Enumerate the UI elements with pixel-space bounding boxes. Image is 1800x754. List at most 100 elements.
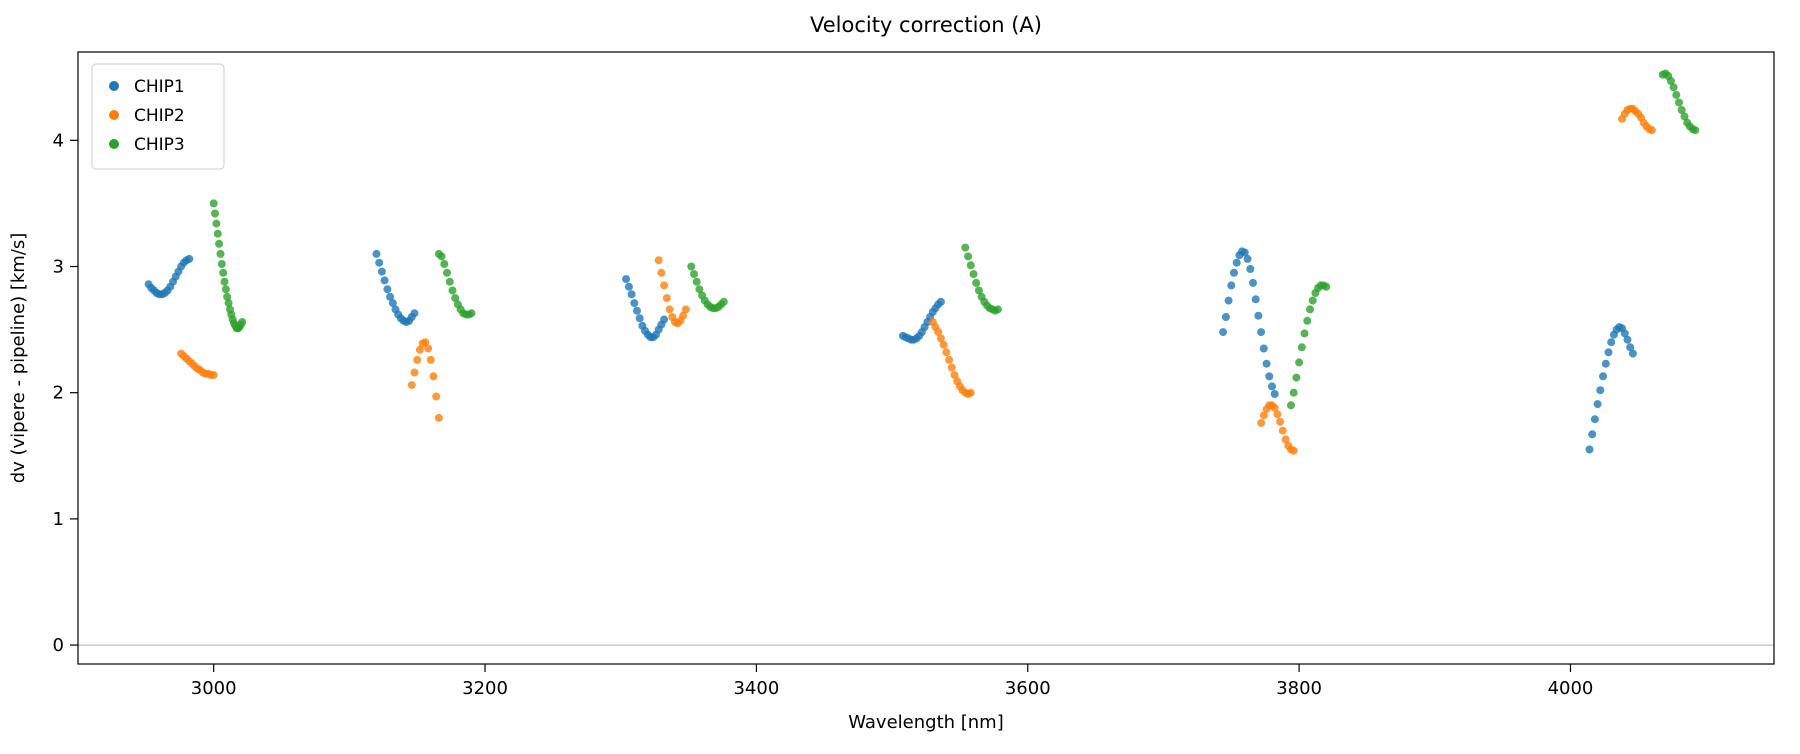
scatter-point bbox=[1306, 305, 1314, 314]
scatter-point bbox=[1666, 77, 1675, 85]
scatter-point bbox=[1604, 348, 1613, 357]
scatter-point bbox=[217, 260, 226, 268]
scatter-point bbox=[660, 315, 669, 324]
scatter-point bbox=[947, 363, 956, 372]
scatter-point bbox=[212, 219, 221, 228]
scatter-point bbox=[1251, 295, 1260, 304]
plot-area: 3000 3200 3400 3600 3800 400001234CHIP1CHIP2C… bbox=[53, 51, 1775, 699]
scatter-point bbox=[1292, 373, 1301, 382]
scatter-point bbox=[1691, 126, 1700, 135]
x-tick-label: 3400 bbox=[733, 678, 779, 699]
legend: CHIP1 CHIP2 CHIP3 bbox=[91, 63, 225, 170]
axes-spines bbox=[77, 51, 1775, 665]
scatter-point bbox=[413, 355, 422, 364]
scatter-point bbox=[1287, 401, 1295, 410]
scatter-point bbox=[1221, 313, 1230, 321]
scatter-point bbox=[432, 392, 441, 401]
scatter-point bbox=[627, 290, 636, 299]
scatter-point bbox=[692, 277, 701, 286]
y-axis-ticks: 0 1 2 3 4 bbox=[53, 130, 78, 656]
legend-item-chip3: CHIP3 bbox=[109, 135, 185, 155]
scatter-point bbox=[1240, 248, 1249, 257]
scatter-point bbox=[377, 267, 386, 276]
x-tick-label: 4000 bbox=[1548, 678, 1594, 699]
scatter-point bbox=[1289, 388, 1298, 397]
scatter-point bbox=[380, 276, 389, 285]
scatter-point bbox=[1322, 282, 1331, 291]
scatter-point bbox=[1276, 417, 1285, 426]
scatter-point bbox=[1626, 343, 1635, 352]
scatter-point bbox=[1227, 281, 1236, 290]
scatter-point bbox=[221, 285, 230, 294]
scatter-point bbox=[633, 306, 641, 315]
chart-title: Velocity correction (A) bbox=[810, 13, 1042, 37]
scatter-point bbox=[1265, 372, 1274, 381]
series-chip3-points bbox=[209, 69, 1700, 410]
scatter-point bbox=[440, 260, 449, 268]
y-tick-label: 2 bbox=[53, 383, 64, 404]
scatter-point bbox=[662, 294, 671, 303]
x-tick-label: 3200 bbox=[462, 678, 508, 699]
scatter-point bbox=[185, 254, 194, 263]
scatter-point bbox=[1281, 435, 1290, 444]
scatter-point bbox=[1262, 359, 1271, 368]
scatter-point bbox=[467, 309, 476, 318]
scatter-point bbox=[939, 340, 948, 349]
scatter-point bbox=[679, 311, 688, 320]
legend-label-chip2: CHIP2 bbox=[134, 106, 185, 126]
scatter-point bbox=[1300, 329, 1309, 338]
x-tick-label: 3800 bbox=[1276, 678, 1322, 699]
scatter-point bbox=[690, 270, 698, 279]
scatter-point bbox=[410, 368, 419, 377]
scatter-point bbox=[1249, 278, 1257, 287]
scatter-point bbox=[1257, 328, 1266, 337]
scatter-point bbox=[945, 355, 954, 364]
scatter-point bbox=[1297, 343, 1306, 352]
scatter-point bbox=[1628, 349, 1637, 358]
scatter-point bbox=[1243, 254, 1252, 263]
scatter-point bbox=[372, 249, 381, 258]
scatter-point bbox=[1224, 296, 1233, 305]
series-chip1-points bbox=[144, 247, 1637, 454]
scatter-point bbox=[974, 286, 983, 295]
scatter-point bbox=[1593, 400, 1602, 409]
scatter-point bbox=[657, 268, 666, 277]
scatter-point bbox=[1268, 382, 1276, 391]
scatter-point bbox=[635, 314, 644, 323]
scatter-point bbox=[375, 258, 384, 267]
scatter-point bbox=[223, 292, 232, 301]
x-axis-label: Wavelength [nm] bbox=[848, 712, 1004, 733]
scatter-point bbox=[961, 243, 970, 252]
scatter-point bbox=[964, 252, 973, 261]
scatter-point bbox=[950, 371, 959, 379]
y-axis-label: dv (vipere - pipeline) [km/s] bbox=[8, 233, 29, 484]
scatter-point bbox=[383, 285, 392, 294]
scatter-point bbox=[1257, 419, 1266, 427]
scatter-point bbox=[936, 334, 945, 343]
legend-label-chip3: CHIP3 bbox=[134, 135, 185, 155]
scatter-point bbox=[622, 275, 631, 284]
legend-box bbox=[91, 63, 225, 170]
scatter-point bbox=[1599, 372, 1607, 381]
y-tick-label: 1 bbox=[53, 509, 64, 530]
y-tick-label: 0 bbox=[53, 635, 64, 656]
scatter-point bbox=[719, 297, 728, 306]
scatter-point bbox=[216, 249, 225, 258]
scatter-point bbox=[1672, 90, 1681, 99]
scatter-point bbox=[224, 299, 233, 308]
scatter-point bbox=[1677, 106, 1686, 114]
scatter-point bbox=[421, 338, 430, 347]
scatter-point bbox=[437, 252, 446, 261]
scatter-point bbox=[388, 299, 397, 308]
scatter-point bbox=[966, 388, 975, 397]
scatter-point bbox=[1623, 335, 1632, 344]
scatter-point bbox=[209, 199, 218, 208]
legend-item-chip2: CHIP2 bbox=[109, 106, 185, 126]
scatter-point bbox=[451, 294, 460, 303]
scatter-point bbox=[1278, 426, 1287, 435]
scatter-point bbox=[695, 285, 704, 294]
scatter-point bbox=[1303, 316, 1312, 325]
scatter-point bbox=[1289, 446, 1298, 455]
scatter-point bbox=[1259, 411, 1268, 420]
scatter-point bbox=[654, 256, 663, 265]
